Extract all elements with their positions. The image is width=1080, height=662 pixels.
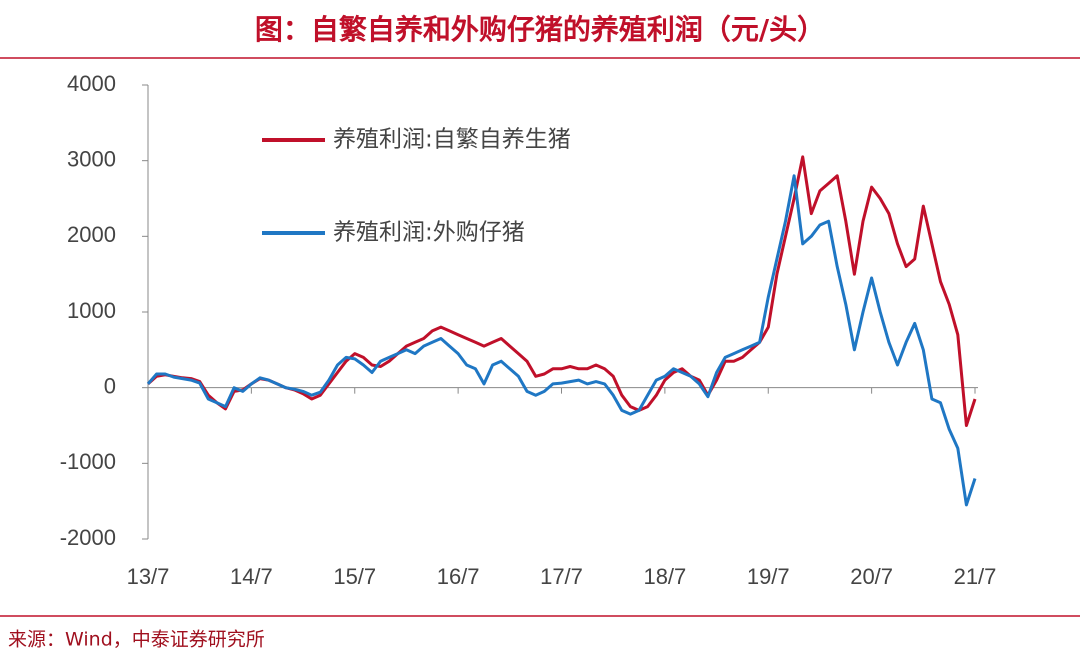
series-line: [146, 174, 977, 507]
x-tick-label: 15/7: [333, 564, 376, 589]
legend-label: 养殖利润:自繁自养生猪: [333, 127, 571, 153]
x-tick-label: 16/7: [437, 564, 480, 589]
x-tick-label: 18/7: [643, 564, 686, 589]
y-tick-label: -2000: [60, 525, 116, 550]
y-tick-label: 3000: [67, 146, 116, 171]
y-tick-label: 2000: [67, 222, 116, 247]
x-tick-label: 17/7: [540, 564, 583, 589]
x-tick-label: 13/7: [127, 564, 170, 589]
x-tick-label: 19/7: [747, 564, 790, 589]
y-tick-label: -1000: [60, 449, 116, 474]
x-tick-label: 21/7: [954, 564, 997, 589]
source-note: 来源：Wind，中泰证券研究所: [8, 629, 265, 651]
series-line: [147, 155, 977, 427]
y-tick-label: 4000: [67, 71, 116, 96]
y-tick-label: 0: [104, 373, 116, 398]
legend-label: 养殖利润:外购仔猪: [333, 220, 525, 246]
x-tick-label: 20/7: [850, 564, 893, 589]
y-tick-label: 1000: [67, 298, 116, 323]
x-tick-label: 14/7: [230, 564, 273, 589]
chart-title: 图：自繁自养和外购仔猪的养殖利润（元/头）: [255, 13, 825, 46]
